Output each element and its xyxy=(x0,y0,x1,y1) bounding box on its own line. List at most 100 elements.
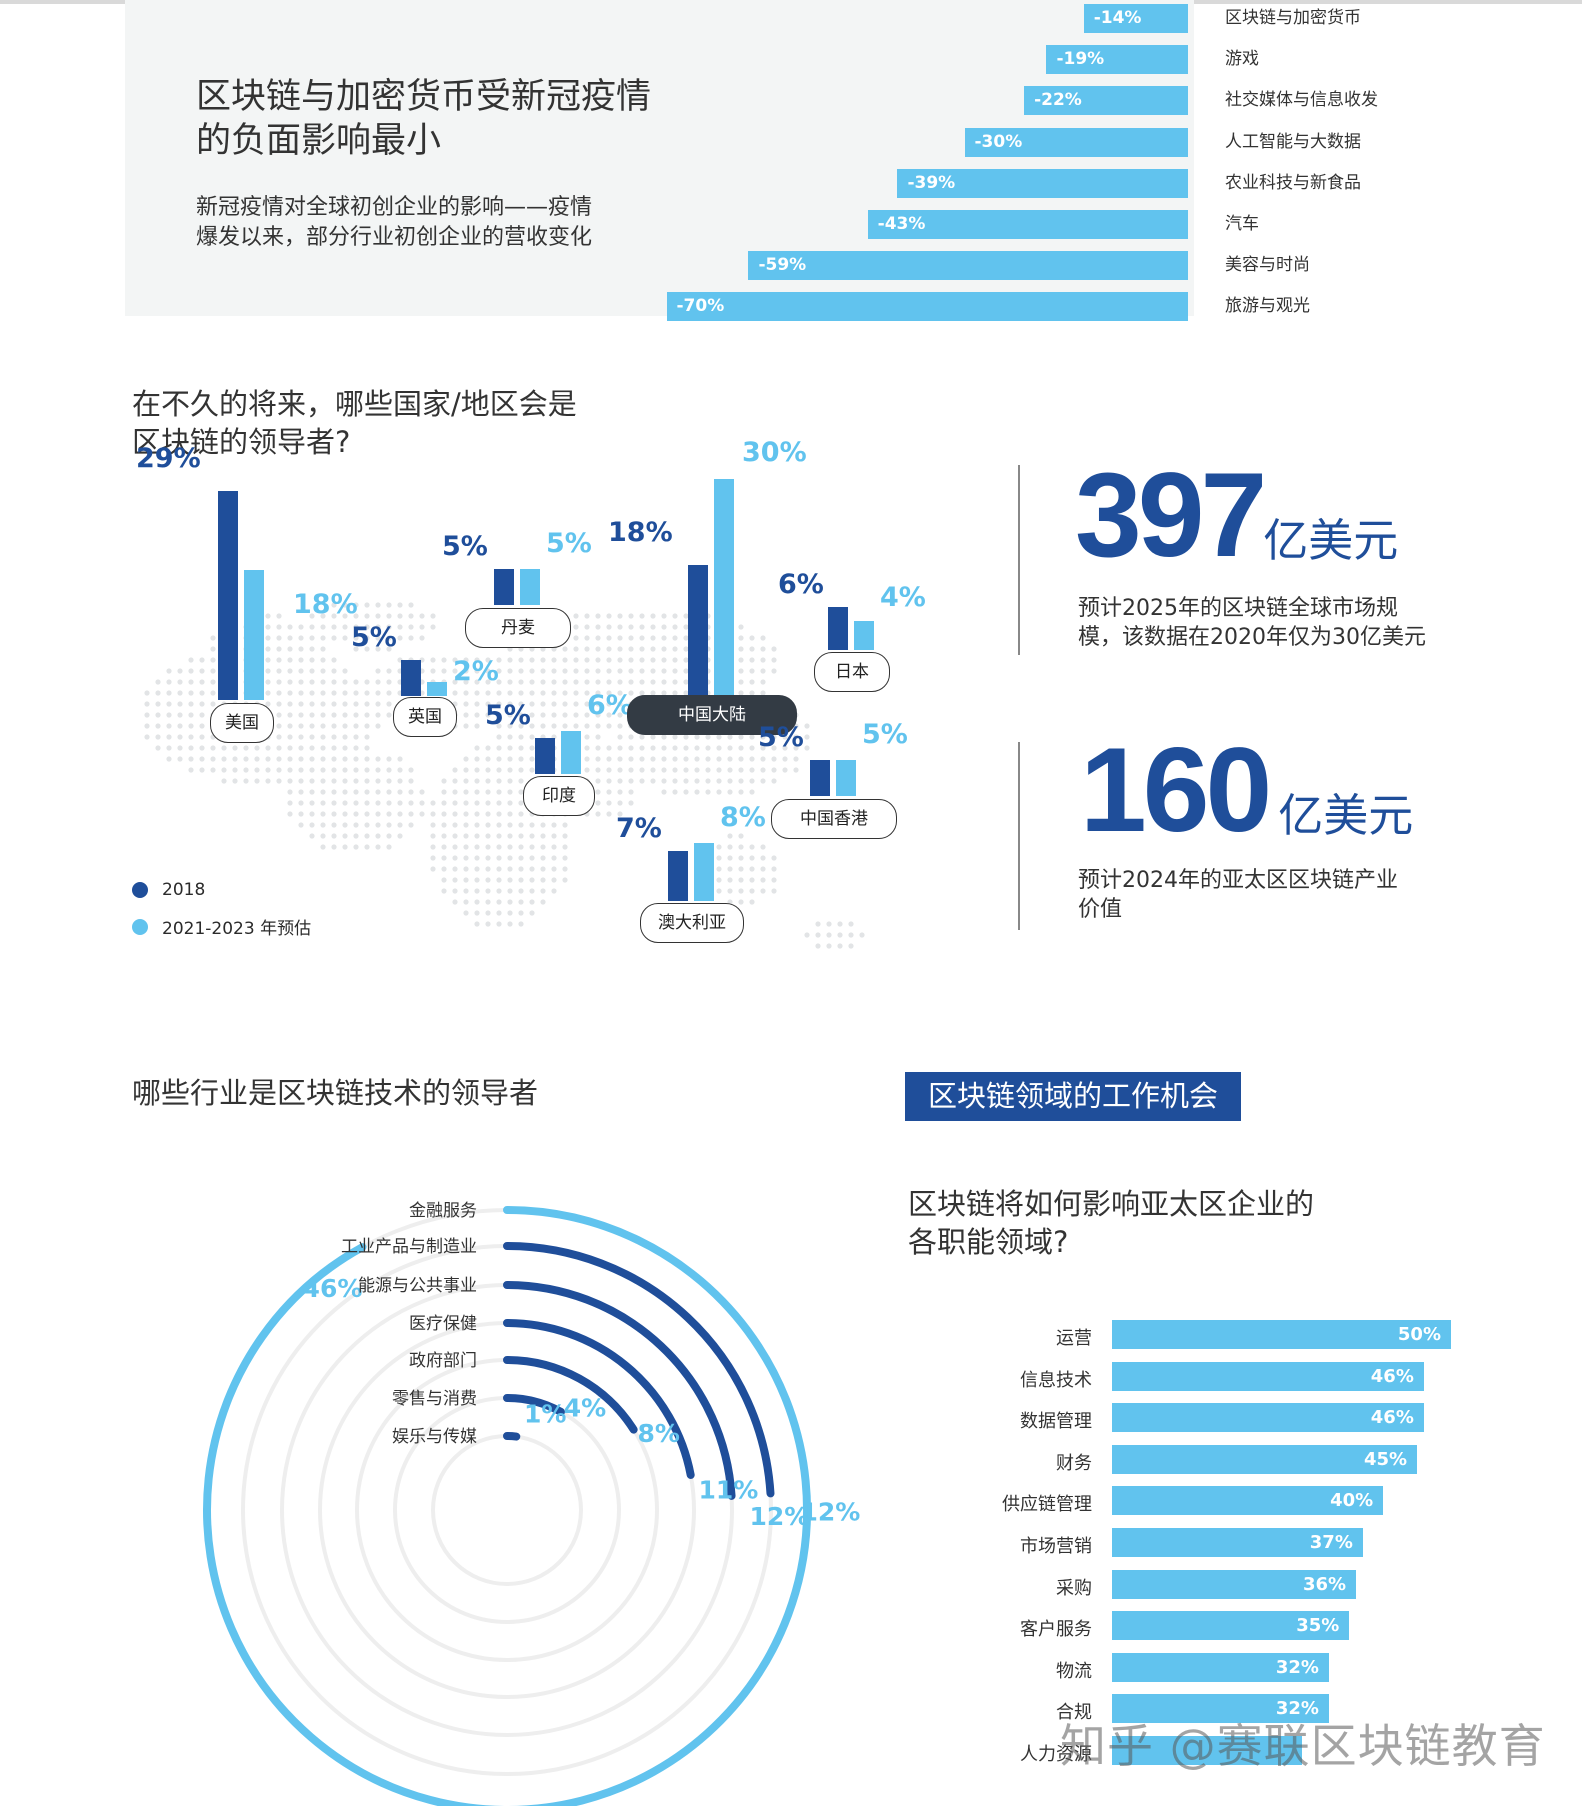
map-dot xyxy=(188,712,194,718)
map-dot xyxy=(463,657,469,663)
map-dot xyxy=(606,690,612,696)
map-dot xyxy=(364,701,370,707)
map-dot xyxy=(507,811,513,817)
map-dot xyxy=(309,833,315,839)
map-dot xyxy=(320,646,326,652)
stat1-description: 预计2025年的区块链全球市场规 模，该数据在2020年仅为30亿美元 xyxy=(1078,594,1426,652)
map-dot xyxy=(166,756,172,762)
map-dot xyxy=(331,701,337,707)
stat1-number: 397 xyxy=(1075,448,1267,582)
map-dot xyxy=(518,844,524,850)
map-dot xyxy=(639,734,645,740)
map-dot xyxy=(518,855,524,861)
map-dot xyxy=(276,668,282,674)
map-dot xyxy=(606,767,612,773)
map-dot xyxy=(309,789,315,795)
map-dot xyxy=(771,734,777,740)
map-dot xyxy=(529,833,535,839)
map-dot xyxy=(650,778,656,784)
map-dot xyxy=(375,624,381,630)
map-dot xyxy=(397,635,403,641)
covid-bar-value: -14% xyxy=(1093,8,1142,28)
map-dot xyxy=(507,822,513,828)
map-dot xyxy=(408,767,414,773)
map-dot xyxy=(364,690,370,696)
radial-value-label: 8% xyxy=(637,1419,679,1448)
map-dot xyxy=(375,844,381,850)
map-dot xyxy=(210,745,216,751)
map-dot xyxy=(815,921,821,927)
map-dot xyxy=(353,745,359,751)
map-dot xyxy=(309,734,315,740)
map-dot xyxy=(452,844,458,850)
map-dot xyxy=(430,613,436,619)
map-dot xyxy=(716,866,722,872)
job-function-label: 运营 xyxy=(1056,1328,1092,1349)
map-dot xyxy=(232,745,238,751)
map-dot xyxy=(452,679,458,685)
region-bar-forecast xyxy=(244,570,264,700)
map-dot xyxy=(265,778,271,784)
map-dot xyxy=(551,888,557,894)
map-dot xyxy=(474,778,480,784)
map-dot xyxy=(474,822,480,828)
map-dot xyxy=(375,701,381,707)
map-dot xyxy=(353,635,359,641)
map-dot xyxy=(595,756,601,762)
map-dot xyxy=(485,690,491,696)
map-dot xyxy=(507,910,513,916)
map-dot xyxy=(694,767,700,773)
map-dot xyxy=(496,822,502,828)
map-dot xyxy=(309,679,315,685)
map-dot xyxy=(430,866,436,872)
covid-revenue-chart: -14% 区块链与加密货币 -19% 游戏 -22% 社交媒体与信息收发 -30% 人工智能与… xyxy=(0,0,1582,330)
map-dot xyxy=(672,679,678,685)
map-dot xyxy=(804,734,810,740)
map-dot xyxy=(518,679,524,685)
map-dot xyxy=(683,734,689,740)
radial-arc xyxy=(503,1432,521,1441)
map-dot xyxy=(606,778,612,784)
map-dot xyxy=(265,745,271,751)
map-dot xyxy=(793,734,799,740)
radial-value-label: 46% xyxy=(303,1274,363,1303)
map-dot xyxy=(474,745,480,751)
map-dot xyxy=(551,866,557,872)
map-dot xyxy=(738,767,744,773)
map-dot xyxy=(716,877,722,883)
map-dot xyxy=(276,745,282,751)
map-dot xyxy=(364,844,370,850)
map-dot xyxy=(573,679,579,685)
map-dot xyxy=(452,811,458,817)
map-dot xyxy=(375,756,381,762)
map-dot xyxy=(661,690,667,696)
map-dot xyxy=(672,756,678,762)
map-dot xyxy=(672,767,678,773)
map-dot xyxy=(320,734,326,740)
map-dot xyxy=(441,811,447,817)
map-dot xyxy=(738,855,744,861)
map-dot xyxy=(628,767,634,773)
map-dot xyxy=(507,767,513,773)
industries-title: 哪些行业是区块链技术的领导者 xyxy=(132,1076,539,1110)
region-label-forecast: 8% xyxy=(720,802,766,834)
job-function-bar: 40% xyxy=(1112,1486,1384,1516)
map-dot xyxy=(617,646,623,652)
map-dot xyxy=(298,756,304,762)
map-dot xyxy=(386,690,392,696)
map-dot xyxy=(672,668,678,674)
map-dot xyxy=(749,855,755,861)
job-function-value: 46% xyxy=(1370,1365,1414,1387)
map-dot xyxy=(683,668,689,674)
map-dot xyxy=(672,745,678,751)
covid-title: 区块链与加密货币受新冠疫情 的负面影响最小 xyxy=(196,75,651,163)
map-dot xyxy=(397,833,403,839)
map-dot xyxy=(496,855,502,861)
map-dot xyxy=(320,822,326,828)
map-dot xyxy=(727,877,733,883)
map-dot xyxy=(518,690,524,696)
map-dot xyxy=(199,734,205,740)
map-dot xyxy=(364,745,370,751)
map-dot xyxy=(727,789,733,795)
watermark: 知乎 @赛联区块链教育 xyxy=(1060,1719,1546,1773)
